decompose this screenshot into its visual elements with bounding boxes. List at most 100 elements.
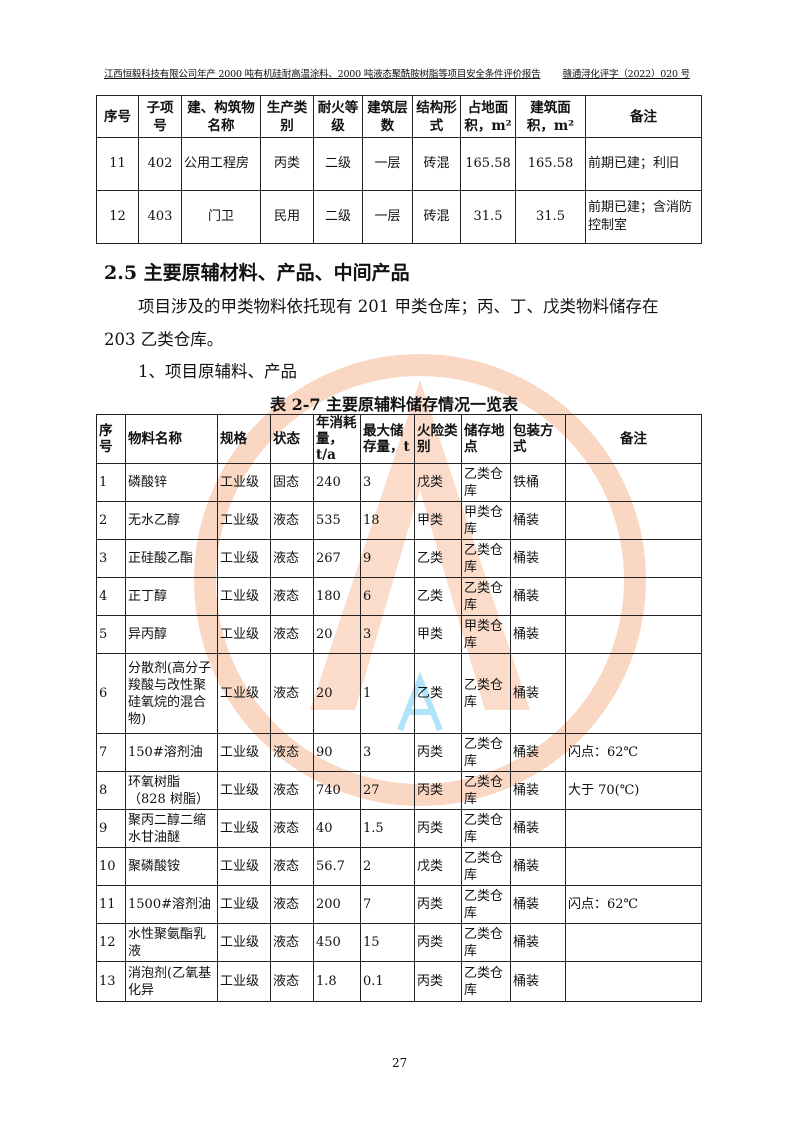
- table-cell: 5: [96, 615, 126, 654]
- table-row: 5 异丙醇 工业级 液态 20 3 甲类 甲类仓库 桶装: [96, 615, 702, 654]
- table-row: 2 无水乙醇 工业级 液态 535 18 甲类 甲类仓库 桶装: [96, 501, 702, 540]
- table-cell: 乙类仓库: [461, 809, 511, 848]
- table-cell: 2: [360, 847, 415, 886]
- table-cell: 液态: [270, 577, 314, 616]
- table-cell: 乙类仓库: [461, 847, 511, 886]
- table-cell: 403: [138, 190, 182, 244]
- table-cell: 砖混: [412, 137, 461, 191]
- table-cell: [565, 809, 702, 848]
- materials-table: 序号 物料名称 规格 状态 年消耗量，t/a 最大储存量，t 火险类别 储存地点 包装方式 备注 …: [96, 414, 702, 1002]
- table-cell: 磷酸锌: [125, 463, 218, 502]
- table-cell: 聚磷酸铵: [125, 847, 218, 886]
- table-cell: 工业级: [217, 809, 271, 848]
- table-row: 4 正丁醇 工业级 液态 180 6 乙类 乙类仓库 桶装: [96, 577, 702, 616]
- table-cell: 液态: [270, 771, 314, 810]
- table-cell: 10: [96, 847, 126, 886]
- table-row: 13 消泡剂(乙氧基化异 工业级 液态 1.8 0.1 丙类 乙类仓库 桶装: [96, 961, 702, 1002]
- table-cell: 正硅酸乙酯: [125, 539, 218, 578]
- table-cell: 桶装: [510, 501, 566, 540]
- table-cell: 165.58: [460, 137, 516, 191]
- table-cell: 乙类仓库: [461, 961, 511, 1002]
- table-cell: 740: [313, 771, 361, 810]
- table-cell: 3: [360, 463, 415, 502]
- table-cell: 165.58: [515, 137, 586, 191]
- table-cell: 150#溶剂油: [125, 733, 218, 772]
- table-cell: 液态: [270, 847, 314, 886]
- table-cell: 11: [96, 885, 126, 924]
- table-cell: 工业级: [217, 577, 271, 616]
- table-cell: 二级: [313, 137, 363, 191]
- table-cell: [565, 923, 702, 962]
- table-row: 12 水性聚氨酯乳液 工业级 液态 450 15 丙类 乙类仓库 桶装: [96, 923, 702, 962]
- table-cell: 桶装: [510, 847, 566, 886]
- table-row: 7 150#溶剂油 工业级 液态 90 3 丙类 乙类仓库 桶装 闪点：62℃: [96, 733, 702, 772]
- column-header: 序号: [96, 95, 139, 138]
- table-cell: 6: [360, 577, 415, 616]
- table-cell: 消泡剂(乙氧基化异: [125, 961, 218, 1002]
- table-cell: 乙类: [414, 653, 462, 734]
- table-cell: 桶装: [510, 653, 566, 734]
- table-cell: 桶装: [510, 577, 566, 616]
- table-cell: 450: [313, 923, 361, 962]
- table-row: 1 磷酸锌 工业级 固态 240 3 戊类 乙类仓库 铁桶: [96, 463, 702, 502]
- page-number: 27: [392, 1056, 408, 1070]
- table-cell: 27: [360, 771, 415, 810]
- table-cell: 丙类: [414, 733, 462, 772]
- table-cell: 乙类仓库: [461, 577, 511, 616]
- table-cell: 前期已建；含消防控制室: [585, 190, 702, 244]
- table-cell: 液态: [270, 885, 314, 924]
- table-cell: 乙类仓库: [461, 923, 511, 962]
- table-cell: 液态: [270, 809, 314, 848]
- table-cell: 1.5: [360, 809, 415, 848]
- table-row: 6 分散剂(高分子羧酸与改性聚硅氧烷的混合物) 工业级 液态 20 1 乙类 乙类仓库 桶装: [96, 653, 702, 734]
- table-row: 8 环氧树脂（828 树脂） 工业级 液态 740 27 丙类 乙类仓库 桶装 大于 70(℃): [96, 771, 702, 810]
- table-cell: 7: [96, 733, 126, 772]
- table-cell: 甲类: [414, 615, 462, 654]
- column-header: 物料名称: [125, 414, 218, 464]
- column-header: 占地面积，m²: [460, 95, 516, 138]
- table-cell: 工业级: [217, 771, 271, 810]
- table-cell: 桶装: [510, 885, 566, 924]
- paragraph-line: 项目涉及的甲类物料依托现有 201 甲类仓库；丙、丁、戊类物料储存在: [138, 297, 659, 316]
- table-cell: [565, 577, 702, 616]
- column-header: 结构形式: [412, 95, 461, 138]
- table-row: 3 正硅酸乙酯 工业级 液态 267 9 乙类 乙类仓库 桶装: [96, 539, 702, 578]
- section-heading: 2.5 主要原辅材料、产品、中间产品: [104, 262, 410, 284]
- table-cell: 0.1: [360, 961, 415, 1002]
- table-cell: [565, 501, 702, 540]
- table-cell: 工业级: [217, 923, 271, 962]
- table-cell: 乙类仓库: [461, 771, 511, 810]
- table-cell: 180: [313, 577, 361, 616]
- table-cell: 一层: [362, 190, 413, 244]
- table-cell: 工业级: [217, 885, 271, 924]
- table-row: 11 1500#溶剂油 工业级 液态 200 7 丙类 乙类仓库 桶装 闪点：62℃: [96, 885, 702, 924]
- table-cell: 乙类仓库: [461, 463, 511, 502]
- table-cell: 31.5: [460, 190, 516, 244]
- table-cell: 甲类: [414, 501, 462, 540]
- table-cell: 正丁醇: [125, 577, 218, 616]
- table-cell: 18: [360, 501, 415, 540]
- table-cell: 桶装: [510, 615, 566, 654]
- table-cell: 液态: [270, 539, 314, 578]
- column-header: 火险类别: [414, 414, 462, 464]
- table-cell: 水性聚氨酯乳液: [125, 923, 218, 962]
- table-cell: 桶装: [510, 809, 566, 848]
- column-header: 规格: [217, 414, 271, 464]
- column-header: 备注: [565, 414, 702, 464]
- table-cell: 7: [360, 885, 415, 924]
- table-cell: 丙类: [414, 809, 462, 848]
- table-cell: 民用: [260, 190, 314, 244]
- table-cell: 56.7: [313, 847, 361, 886]
- table-cell: 2: [96, 501, 126, 540]
- table-cell: 异丙醇: [125, 615, 218, 654]
- paragraph-line: 203 乙类仓库。: [104, 330, 224, 349]
- table-cell: 砖混: [412, 190, 461, 244]
- table-cell: 丙类: [414, 771, 462, 810]
- table-cell: 丙类: [414, 961, 462, 1002]
- table-cell: 3: [360, 733, 415, 772]
- table-cell: 工业级: [217, 539, 271, 578]
- table-cell: 15: [360, 923, 415, 962]
- table-cell: 3: [360, 615, 415, 654]
- table-cell: 桶装: [510, 733, 566, 772]
- column-header: 状态: [270, 414, 314, 464]
